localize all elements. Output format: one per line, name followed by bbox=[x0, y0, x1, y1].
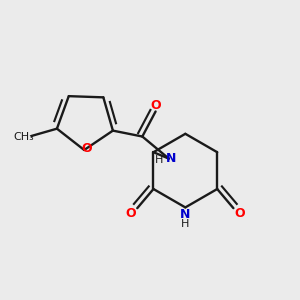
Text: O: O bbox=[125, 207, 136, 220]
Text: O: O bbox=[82, 142, 92, 155]
Text: O: O bbox=[151, 98, 161, 112]
Text: O: O bbox=[235, 207, 245, 220]
Text: H: H bbox=[181, 219, 190, 229]
Text: CH₃: CH₃ bbox=[13, 132, 34, 142]
Text: N: N bbox=[180, 208, 190, 221]
Text: N: N bbox=[166, 152, 176, 165]
Text: H: H bbox=[155, 155, 164, 165]
